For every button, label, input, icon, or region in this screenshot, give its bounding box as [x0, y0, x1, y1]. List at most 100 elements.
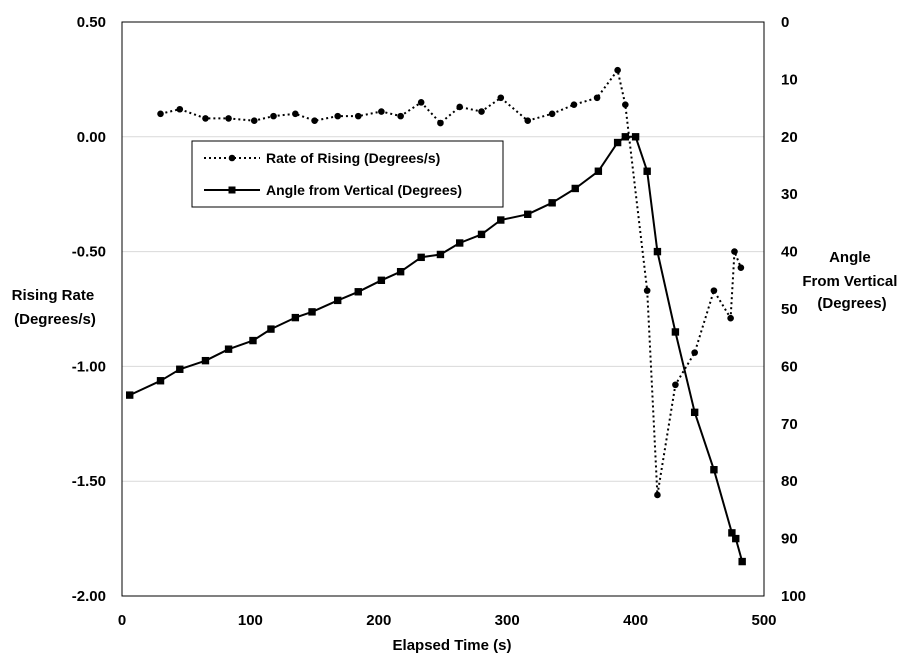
rate-of-rising-point [354, 112, 362, 120]
tick-labels: 0.50 0.00 -0.50 -1.00 -1.50 -2.00 0 10 20 30 40 50 6… [72, 14, 806, 629]
angle-from-vertical-point [377, 276, 386, 284]
angle-from-vertical-point [308, 308, 316, 316]
angle-from-vertical-point [126, 391, 134, 399]
x-axis-title: Elapsed Time (s) [393, 637, 512, 654]
angle-from-vertical-point [396, 267, 405, 276]
y-right-tick-label: 70 [781, 416, 798, 433]
angle-from-vertical-point [291, 313, 300, 322]
legend: Rate of Rising (Degrees/s) Angle from Ve… [191, 140, 504, 208]
rate-of-rising-point [654, 491, 661, 499]
angle-from-vertical-point [643, 167, 651, 175]
angle-from-vertical-point [548, 199, 556, 207]
x-tick-label: 500 [751, 612, 776, 629]
rate-of-rising-point [548, 110, 556, 118]
rate-of-rising-point [202, 115, 209, 122]
y-right-tick-label: 30 [781, 186, 798, 203]
rate-of-rising-point [225, 115, 232, 122]
y-right-tick-label: 80 [781, 473, 798, 490]
angle-from-vertical-point [334, 296, 342, 305]
angle-from-vertical-point [436, 250, 445, 259]
angle-from-vertical-point [201, 356, 210, 365]
rate-of-rising-point [292, 110, 299, 118]
y-right-axis-title: Angle From Vertical (Degrees) [802, 249, 901, 312]
rate-of-rising-point [176, 105, 184, 113]
y-left-tick-label: -1.00 [72, 358, 106, 375]
angle-from-vertical-point [732, 534, 740, 543]
rate-of-rising-point [737, 264, 745, 271]
rate-of-rising-point [727, 314, 734, 322]
rate-of-rising-point [593, 94, 601, 102]
angle-from-vertical-point [249, 336, 257, 345]
legend-rate-marker [228, 154, 236, 162]
x-tick-label: 200 [366, 612, 391, 629]
angle-from-vertical-point [653, 247, 662, 256]
angle-from-vertical-point [594, 167, 603, 175]
rate-of-rising-point [378, 108, 385, 115]
legend-box [191, 140, 504, 208]
angle-from-vertical-point [417, 253, 425, 262]
axes [121, 21, 765, 597]
angle-from-vertical-point [613, 138, 622, 147]
angle-from-vertical-point [176, 365, 184, 373]
y-left-axis-title-line-1: Rising Rate [12, 287, 95, 304]
rate-of-rising-point [614, 66, 621, 74]
y-right-tick-label: 90 [781, 531, 798, 548]
y-right-tick-label: 0 [781, 14, 789, 31]
angle-from-vertical-point [267, 325, 275, 333]
y-left-tick-label: 0.00 [77, 129, 106, 146]
rate-of-rising-point [157, 110, 164, 118]
y-left-tick-label: -1.50 [72, 473, 106, 490]
y-right-axis-title-line-3: (Degrees) [817, 295, 886, 312]
angle-from-vertical-point [354, 288, 362, 296]
legend-angle-label: Angle from Vertical (Degrees) [266, 182, 462, 198]
rate-of-rising-point [334, 112, 342, 120]
rate-of-rising-point [643, 287, 651, 294]
angle-from-vertical-point [621, 133, 630, 141]
rate-of-rising-point [497, 94, 505, 102]
plot-area-border [121, 21, 765, 597]
legend-rate-label: Rate of Rising (Degrees/s) [266, 150, 440, 166]
angle-from-vertical-point [738, 557, 746, 566]
rate-of-rising-point [456, 103, 463, 111]
rate-of-rising-point [622, 101, 629, 108]
y-right-tick-label: 100 [781, 588, 806, 605]
rate-of-rising-point [710, 287, 718, 294]
y-right-axis-title-line-1: Angle [829, 249, 871, 266]
y-right-tick-label: 50 [781, 301, 798, 318]
y-right-tick-label: 20 [781, 129, 798, 146]
y-left-tick-label: 0.50 [77, 14, 106, 31]
x-tick-label: 400 [623, 612, 648, 629]
rate-of-rising-point [417, 99, 425, 106]
y-left-tick-label: -0.50 [72, 244, 106, 261]
angle-from-vertical-point [455, 239, 464, 247]
rate-of-rising-line [160, 69, 742, 496]
x-tick-label: 0 [118, 612, 126, 629]
rate-of-rising-point [731, 248, 738, 255]
y-right-axis-title-line-2: From Vertical [802, 273, 897, 290]
y-right-tick-label: 10 [781, 71, 798, 88]
angle-from-vertical-point [156, 377, 165, 385]
y-right-tick-label: 40 [781, 244, 798, 261]
rate-of-rising-point [397, 112, 404, 120]
rate-of-rising-point [691, 349, 698, 356]
y-left-tick-label: -2.00 [72, 588, 106, 605]
angle-from-vertical-point [631, 133, 640, 141]
angle-from-vertical-point [710, 466, 718, 474]
rate-of-rising-point [270, 112, 277, 120]
y-left-axis-title-line-2: (Degrees/s) [14, 311, 96, 328]
angle-from-vertical-point [728, 529, 736, 537]
rate-of-rising-point [437, 119, 444, 127]
angle-from-vertical-point [671, 328, 680, 336]
rate-of-rising-point [478, 108, 485, 115]
rate-of-rising-point [524, 117, 532, 125]
rate-of-rising-point [311, 117, 318, 125]
angle-from-vertical-point [497, 216, 505, 224]
rate-of-rising-point [250, 117, 258, 125]
angle-from-vertical-point [224, 345, 233, 353]
angle-from-vertical-point [524, 210, 532, 218]
angle-from-vertical-point [571, 184, 579, 193]
rate-of-rising-point [672, 381, 679, 389]
y-right-tick-label: 60 [781, 358, 798, 375]
